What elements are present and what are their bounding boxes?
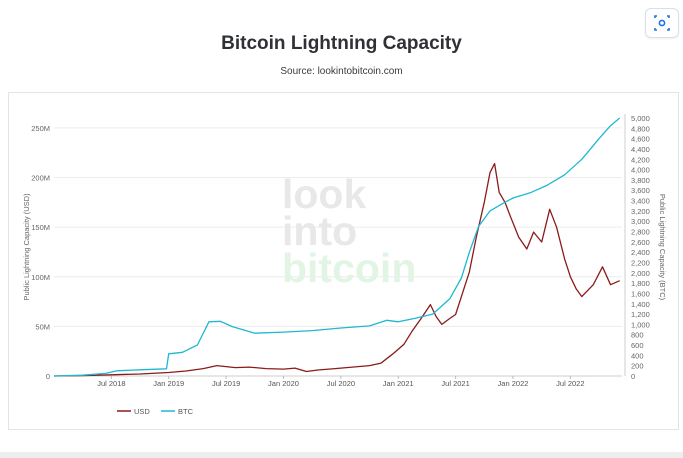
y-right-tick-label: 1,600 xyxy=(631,289,650,298)
x-tick-label: Jul 2022 xyxy=(556,379,584,388)
x-tick-label: Jul 2019 xyxy=(212,379,240,388)
y-right-tick-label: 200 xyxy=(631,362,644,371)
y-right-axis-title: Public Lightning Capacity (BTC) xyxy=(658,194,667,301)
y-right-tick-label: 3,000 xyxy=(631,217,650,226)
watermark-word: bitcoin xyxy=(282,245,416,291)
x-tick-label: Jan 2019 xyxy=(153,379,184,388)
y-right-tick-label: 4,200 xyxy=(631,155,650,164)
x-tick-label: Jan 2020 xyxy=(268,379,299,388)
gridlines xyxy=(54,127,622,377)
watermark: lookintobitcoin xyxy=(282,171,416,291)
y-left-tick-label: 150M xyxy=(31,223,50,232)
chart-title: Bitcoin Lightning Capacity xyxy=(221,33,462,54)
legend-label-btc: BTC xyxy=(178,407,194,416)
chart-subtitle: Source: lookintobitcoin.com xyxy=(280,66,403,77)
y-right-tick-label: 2,800 xyxy=(631,228,650,237)
watermark-word: look xyxy=(282,171,366,217)
y-left-tick-label: 0 xyxy=(46,372,50,381)
chart-frame xyxy=(8,92,679,430)
y-right-tick-label: 1,200 xyxy=(631,310,650,319)
series-line-btc xyxy=(53,117,621,377)
visual-search-icon xyxy=(654,15,670,31)
y-right-tick-label: 2,600 xyxy=(631,238,650,247)
y-right-tick-label: 1,000 xyxy=(631,320,650,329)
y-right-tick-label: 1,800 xyxy=(631,279,650,288)
y-right-tick-label: 3,600 xyxy=(631,186,650,195)
y-right-tick-label: 800 xyxy=(631,331,644,340)
x-tick-label: Jul 2021 xyxy=(441,379,469,388)
x-tick-label: Jul 2018 xyxy=(97,379,125,388)
visual-search-button[interactable] xyxy=(645,8,679,38)
y-left-tick-label: 100M xyxy=(31,273,50,282)
y-right-tick-label: 5,000 xyxy=(631,114,650,123)
y-right-tick-label: 2,200 xyxy=(631,258,650,267)
y-left-axis-title: Public Lightning Capacity (USD) xyxy=(22,193,31,301)
x-tick-label: Jan 2022 xyxy=(498,379,529,388)
y-right-tick-label: 600 xyxy=(631,341,644,350)
y-right-tick-label: 400 xyxy=(631,351,644,360)
series-line-usd xyxy=(53,162,620,377)
y-right-tick-label: 3,200 xyxy=(631,207,650,216)
y-right-tick-label: 0 xyxy=(631,372,635,381)
y-left-tick-label: 200M xyxy=(31,174,50,183)
legend: USD BTC xyxy=(117,407,194,416)
y-right-tick-label: 3,400 xyxy=(631,197,650,206)
page-bottom-strip xyxy=(0,452,683,458)
y-right-tick-label: 2,400 xyxy=(631,248,650,257)
y-right-tick-label: 4,400 xyxy=(631,145,650,154)
legend-label-usd: USD xyxy=(134,407,150,416)
y-right-tick-label: 3,800 xyxy=(631,176,650,185)
x-tick-label: Jul 2020 xyxy=(327,379,355,388)
y-right-tick-label: 2,000 xyxy=(631,269,650,278)
y-right-tick-label: 1,400 xyxy=(631,300,650,309)
y-right-tick-label: 4,600 xyxy=(631,135,650,144)
watermark-word: into xyxy=(282,208,357,254)
y-right-tick-label: 4,000 xyxy=(631,166,650,175)
y-left-tick-label: 250M xyxy=(31,124,50,133)
y-left-tick-label: 50M xyxy=(35,322,50,331)
y-right-tick-label: 4,800 xyxy=(631,124,650,133)
x-tick-label: Jan 2021 xyxy=(383,379,414,388)
